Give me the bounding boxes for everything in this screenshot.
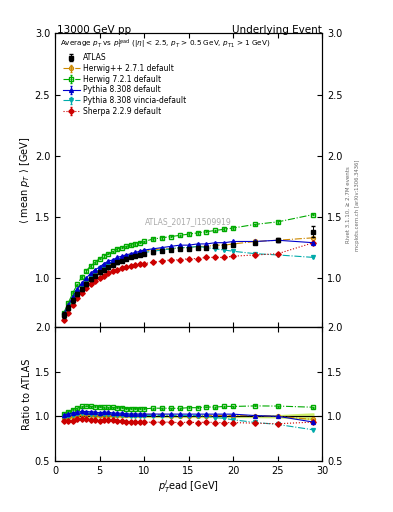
- Y-axis label: Ratio to ATLAS: Ratio to ATLAS: [22, 358, 32, 430]
- Text: ATLAS_2017_I1509919: ATLAS_2017_I1509919: [145, 217, 232, 226]
- Text: mcplots.cern.ch [arXiv:1306.3436]: mcplots.cern.ch [arXiv:1306.3436]: [355, 159, 360, 250]
- Text: Underlying Event: Underlying Event: [231, 25, 321, 35]
- Text: Rivet 3.1.10, ≥ 2.7M events: Rivet 3.1.10, ≥ 2.7M events: [345, 166, 350, 243]
- Text: Average $p_T$ vs $p_T^{\rm lead}$ ($|\eta|$ < 2.5, $p_T$ > 0.5 GeV, $p_{T1}$ > 1: Average $p_T$ vs $p_T^{\rm lead}$ ($|\et…: [61, 38, 271, 51]
- Legend: ATLAS, Herwig++ 2.7.1 default, Herwig 7.2.1 default, Pythia 8.308 default, Pythi: ATLAS, Herwig++ 2.7.1 default, Herwig 7.…: [62, 52, 188, 117]
- Text: 13000 GeV pp: 13000 GeV pp: [57, 25, 131, 35]
- X-axis label: $p_{T}^{l}$ead [GeV]: $p_{T}^{l}$ead [GeV]: [158, 478, 219, 495]
- Y-axis label: $\langle$ mean $p_T$ $\rangle$ [GeV]: $\langle$ mean $p_T$ $\rangle$ [GeV]: [18, 137, 32, 224]
